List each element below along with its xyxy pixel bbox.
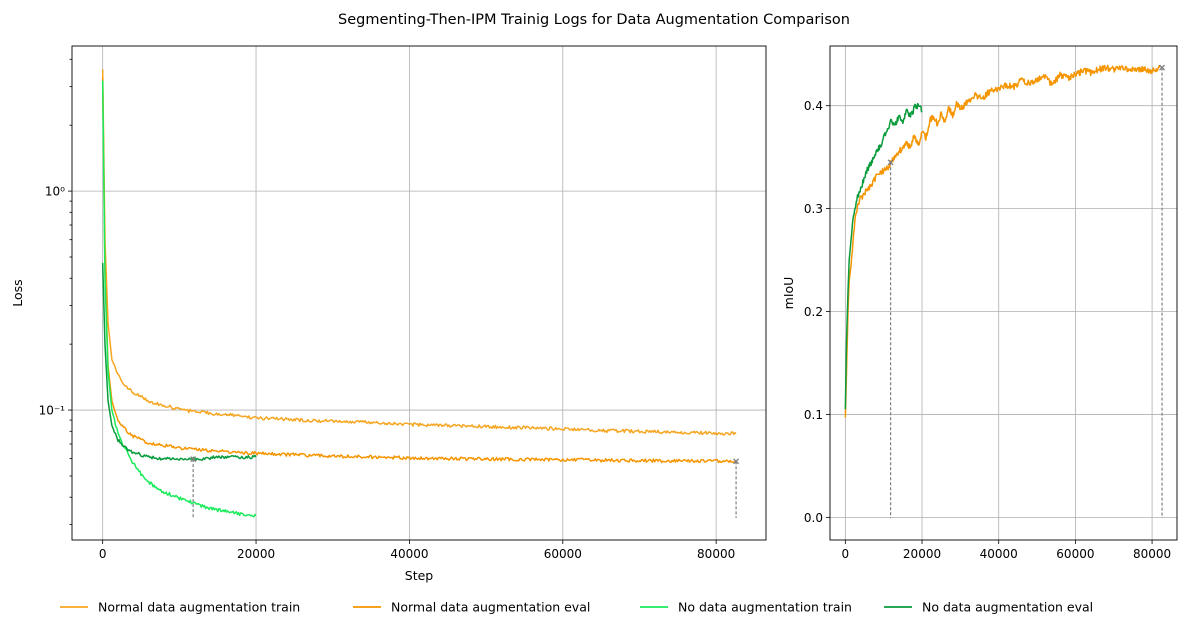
legend-item: Normal data augmentation train <box>60 600 300 615</box>
y-tick-label: 10⁰ <box>45 185 65 199</box>
y-axis-label: mIoU <box>781 277 796 310</box>
legend-label: No data augmentation train <box>678 600 852 615</box>
x-tick-label: 0 <box>842 547 850 561</box>
checkpoint-marker <box>190 456 197 463</box>
x-tick-label: 20000 <box>237 547 275 561</box>
x-tick-label: 80000 <box>1133 547 1171 561</box>
legend-label: No data augmentation eval <box>922 600 1093 615</box>
legend: Normal data augmentation train Normal dat… <box>60 600 1093 615</box>
legend-label: Normal data augmentation train <box>98 600 300 615</box>
x-tick-label: 0 <box>99 547 107 561</box>
legend-item: No data augmentation eval <box>884 600 1093 615</box>
y-tick-label: 0.2 <box>804 305 823 319</box>
axes-frame <box>71 45 767 541</box>
axes-frame <box>829 45 1178 541</box>
checkpoint-marker <box>733 458 740 465</box>
series-line-4 <box>101 262 257 462</box>
legend-item: Normal data augmentation eval <box>353 600 590 615</box>
x-tick-label: 40000 <box>390 547 428 561</box>
y-tick-label: 0.4 <box>804 99 823 113</box>
checkpoint-marker <box>887 159 894 166</box>
figure-title: Segmenting-Then-IPM Trainig Logs for Dat… <box>338 12 850 28</box>
series-line-2 <box>101 77 737 464</box>
x-tick-label: 40000 <box>980 547 1018 561</box>
x-tick-label: 80000 <box>697 547 735 561</box>
y-axis-label: Loss <box>10 279 25 306</box>
series-line-2 <box>844 102 923 410</box>
series-line-3 <box>101 80 257 518</box>
checkpoint-marker <box>1159 64 1166 71</box>
y-tick-label: 10⁻¹ <box>39 404 66 418</box>
y-tick-label: 0.0 <box>804 511 823 525</box>
x-tick-label: 20000 <box>903 547 941 561</box>
plot-layer: 0 20000 40000 60000 80000 10⁻¹ 10⁰ Step Loss 0 200… <box>10 45 1178 583</box>
y-tick-label: 0.1 <box>804 408 823 422</box>
legend-label: Normal data augmentation eval <box>391 600 590 615</box>
subplot-1: 0 20000 40000 60000 80000 10⁻¹ 10⁰ Step Loss <box>10 45 767 583</box>
x-tick-label: 60000 <box>1056 547 1094 561</box>
y-tick-label: 0.3 <box>804 202 823 216</box>
x-tick-label: 60000 <box>544 547 582 561</box>
x-axis-label: Step <box>405 568 434 583</box>
series-line-1 <box>101 69 737 436</box>
series-line-1 <box>844 64 1161 418</box>
subplot-2: 0 20000 40000 60000 80000 0.0 0.1 0.2 0.3 0.4 mIoU <box>781 45 1178 561</box>
legend-item: No data augmentation train <box>640 600 852 615</box>
